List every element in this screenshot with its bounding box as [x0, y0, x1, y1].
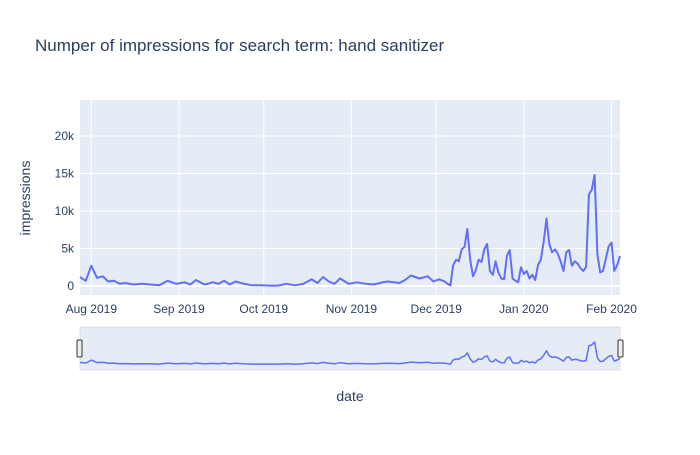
range-slider-left-handle[interactable] [76, 339, 83, 358]
y-tick-labels: 0 5k 10k 15k 20k [55, 129, 75, 293]
series-line-impressions[interactable] [79, 174, 621, 287]
y-tick-label: 5k [61, 242, 75, 256]
range-slider-right-handle[interactable] [617, 339, 624, 358]
x-tick-labels: Aug 2019 Sep 2019 Oct 2019 Nov 2019 Dec 2019… [66, 302, 638, 316]
y-tick-label: 0 [67, 279, 74, 293]
x-tick-label: Nov 2019 [326, 302, 378, 316]
x-tick-label: Oct 2019 [239, 302, 288, 316]
x-tick-label: Aug 2019 [66, 302, 118, 316]
x-tick-label: Jan 2020 [499, 302, 549, 316]
x-axis-title: date [336, 388, 363, 404]
y-gridlines [80, 135, 620, 287]
y-tick-label: 15k [55, 167, 75, 181]
x-tick-label: Dec 2019 [411, 302, 463, 316]
y-tick-label: 20k [55, 129, 75, 143]
plot-area [80, 100, 620, 295]
x-tick-label: Feb 2020 [586, 302, 637, 316]
x-tick-label: Sep 2019 [153, 302, 205, 316]
x-gridlines [90, 100, 613, 295]
chart-title: Numper of impressions for search term: h… [35, 36, 444, 55]
y-axis-title: impressions [17, 161, 33, 236]
y-tick-label: 10k [55, 204, 75, 218]
range-slider-series-line [79, 341, 621, 365]
